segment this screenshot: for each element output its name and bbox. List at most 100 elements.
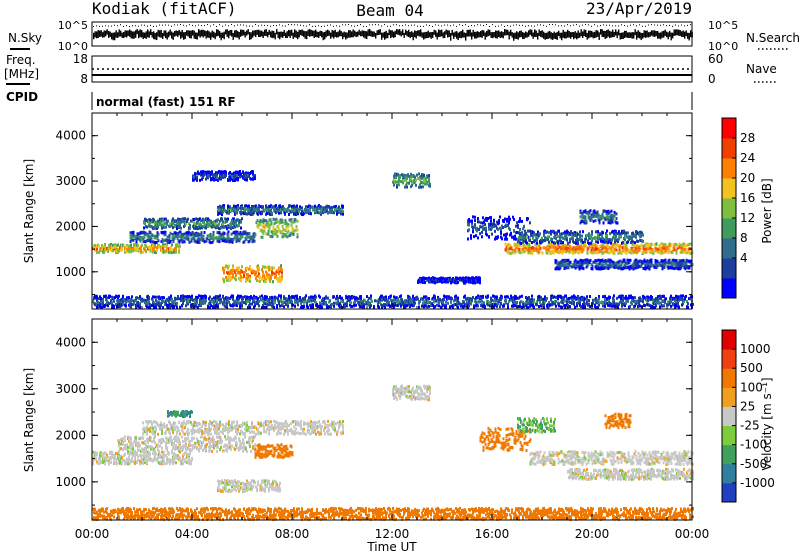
nsky-sample [358,29,360,36]
power-cell [234,212,236,216]
power-cell [577,232,579,236]
power-cell [218,222,220,226]
power-cell [598,219,601,223]
power-cell [239,231,242,235]
power-cell [404,185,406,189]
nsky-sample [346,32,348,39]
power-cell [640,264,643,268]
nsky-sample [496,30,498,39]
power-cell [233,217,235,221]
nsearch-sample [528,25,529,27]
nsky-sample [504,29,506,36]
power-cell [229,170,231,174]
power-cell [641,250,644,254]
power-cell [258,272,260,276]
power-cell [166,222,168,226]
power-cell [146,305,148,309]
power-cell [240,220,242,224]
power-cell [479,232,481,236]
power-cell [333,211,335,215]
nsky-sample [462,29,464,38]
power-cell [296,219,299,223]
power-cell [519,217,521,221]
power-cell [577,240,579,244]
nsky-sample [568,31,570,38]
power-cell [173,250,175,254]
power-cell [534,242,537,246]
nsky-sample [366,31,368,40]
power-cell [149,303,151,307]
power-cell [562,241,564,245]
power-cell [314,204,316,208]
power-cell [188,231,191,235]
power-cell [625,243,628,247]
power-cell [96,295,98,299]
power-cell [655,262,658,266]
power-cell [598,221,601,225]
power-cell [632,234,634,238]
power-cell [270,208,272,212]
power-cell [507,224,509,228]
nsky-sample [586,32,588,40]
power-cell [601,213,604,217]
nsky-sample [196,32,198,40]
power-cell [308,211,310,215]
nsearch-sample [156,25,157,27]
power-cell [102,245,104,249]
power-cell [156,237,159,241]
power-cell [236,266,238,270]
nsky-sample [339,29,341,37]
power-cell [564,260,567,264]
power-cell [271,230,274,234]
power-cell [220,233,223,237]
power-cell [164,243,166,247]
power-cell [629,249,632,253]
nsky-sample [378,29,380,36]
nsky-sample [651,30,653,36]
nsearch-sample [639,24,640,26]
power-cell [688,266,691,270]
nsearch-sample [648,24,649,26]
nsky-sample [217,29,219,36]
nsearch-sample [591,25,592,27]
nsearch-sample [564,25,565,27]
power-cell [595,259,598,263]
power-cell [631,237,633,241]
power-cell [237,176,239,180]
power-cell [175,250,177,254]
power-cell [272,271,274,275]
power-cell [645,242,648,246]
nsky-sample [408,29,410,37]
power-cell [622,266,625,270]
power-cell [597,247,600,251]
power-cell [428,174,430,178]
power-cell [403,178,405,182]
power-cell [150,239,153,243]
power-cell [643,258,646,262]
nsky-sample [522,32,524,39]
power-cell [172,222,174,226]
power-cell [153,249,155,253]
nsky-sample [124,30,126,38]
power-cell [673,267,676,271]
power-cell [422,280,424,284]
power-cell [112,249,114,253]
power-cell [212,238,215,242]
nsearch-sample [687,24,688,26]
nsky-sample [475,31,477,39]
nsearch-sample [570,25,571,27]
nsky-sample [690,30,692,38]
power-cell [132,238,135,242]
power-cell [538,234,540,238]
nsky-sample [175,30,177,36]
power-cell [571,233,573,237]
power-cell [306,211,308,215]
nsearch-sample [396,24,397,26]
nsky-sample [588,30,590,39]
nsky-sample [445,29,447,35]
nsky-sample [454,31,456,37]
power-cell [285,221,288,225]
power-cell [185,231,188,235]
nsky-sample [381,32,383,40]
power-cell [536,244,539,248]
